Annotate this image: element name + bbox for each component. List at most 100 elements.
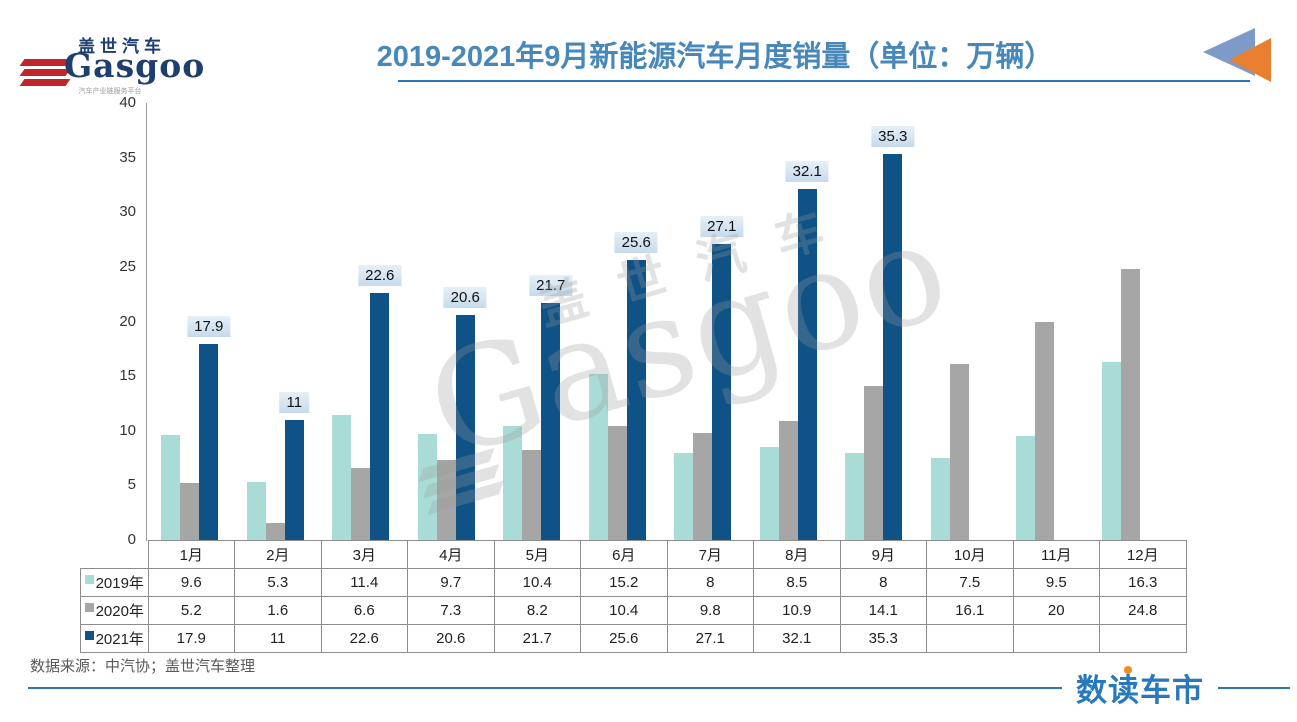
table-row: 2020年 5.2 1.6 6.6 7.3 8.2 10.4 9.8 10.9 14.1 16.1 2… — [80, 596, 1187, 625]
month-header-cell: 11月 — [1012, 540, 1100, 569]
page-title: 2019-2021年9月新能源汽车月度销量（单位：万辆） — [376, 41, 1054, 73]
table-corner-cell — [80, 540, 149, 569]
y-tick-label: 30 — [119, 203, 136, 221]
data-label: 27.1 — [700, 215, 744, 237]
brand-badge: 数读车市 — [1062, 663, 1218, 712]
y-tick-label: 15 — [119, 367, 136, 385]
value-cell: 1.6 — [234, 596, 322, 625]
bar-2020年-7月 — [693, 432, 713, 540]
y-tick-label: 10 — [119, 421, 136, 439]
y-tick-label: 25 — [119, 257, 136, 275]
month-header-cell: 8月 — [753, 540, 841, 569]
value-cell — [1099, 624, 1187, 653]
value-cell: 11 — [234, 624, 322, 653]
month-header-cell: 3月 — [320, 540, 408, 569]
y-tick-label: 0 — [127, 531, 136, 548]
value-cell: 8.5 — [753, 568, 841, 597]
value-cell: 7.3 — [407, 596, 495, 625]
logo-tagline: 汽车产业链服务平台 — [78, 88, 142, 95]
month-header-cell: 1月 — [147, 540, 235, 569]
data-table: 1月 2月 3月 4月 5月 6月 7月 8月 9月 10月 11月 12月 2019年 9.6 5.3 11… — [80, 540, 1187, 653]
plot-area: 17.9 11 22.6 20.6 21.7 25.6 27.1 32.1 35.3 — [147, 103, 1173, 540]
y-tick-label: 40 — [119, 94, 136, 111]
value-cell: 10.9 — [753, 596, 841, 625]
month-header-cell: 4月 — [407, 540, 495, 569]
value-cell: 5.3 — [234, 568, 322, 597]
data-label: 11 — [279, 391, 310, 413]
bar-2019年-3月 — [332, 415, 352, 540]
bar-2020年-6月 — [607, 426, 627, 540]
y-tick-label: 20 — [119, 312, 136, 330]
value-cell: 10.4 — [580, 596, 668, 625]
double-left-triangles-icon — [1203, 26, 1273, 84]
value-cell: 11.4 — [320, 568, 408, 597]
bar-2019年-10月 — [930, 458, 950, 540]
bar-2021年-7月 — [712, 243, 732, 540]
footer-rule — [28, 687, 1290, 689]
value-cell: 20.6 — [407, 624, 495, 653]
month-header-cell: 2月 — [234, 540, 322, 569]
data-label: 32.1 — [785, 161, 829, 183]
value-cell: 32.1 — [753, 624, 841, 653]
value-cell: 25.6 — [580, 624, 668, 653]
bar-2019年-5月 — [503, 426, 523, 540]
bar-2019年-6月 — [588, 373, 608, 540]
month-header-cell: 12月 — [1099, 540, 1187, 569]
y-axis: 0 5 10 15 20 25 30 35 40 — [90, 94, 136, 548]
orange-triangle-icon — [1229, 38, 1271, 82]
bar-2020年-12月 — [1120, 269, 1140, 540]
legend-swatch-icon — [84, 603, 94, 612]
logo-stripes-icon — [19, 56, 71, 89]
value-cell: 16.1 — [926, 596, 1014, 625]
data-label: 25.6 — [614, 232, 658, 254]
bar-2019年-7月 — [674, 452, 694, 540]
value-cell: 6.6 — [320, 596, 408, 625]
gasgoo-logo: 盖世汽车 Gasgoo 汽车产业链服务平台 — [19, 30, 204, 96]
table-row: 2019年 9.6 5.3 11.4 9.7 10.4 15.2 8 8.5 8 7.5 9.5 16.… — [80, 568, 1187, 597]
month-header-cell: 7月 — [666, 540, 754, 569]
value-cell: 10.4 — [493, 568, 581, 597]
y-axis-line — [146, 103, 147, 541]
month-header-cell: 6月 — [580, 540, 668, 569]
data-label: 21.7 — [529, 274, 573, 296]
brand-text: 数读车市 — [1076, 673, 1204, 708]
bar-2019年-4月 — [417, 434, 437, 540]
legend-swatch-icon — [84, 575, 94, 584]
data-source-note: 数据来源：中汽协；盖世汽车整理 — [30, 658, 256, 675]
bar-2021年-3月 — [370, 293, 390, 540]
bar-2021年-6月 — [626, 260, 646, 540]
value-cell: 9.8 — [666, 596, 754, 625]
value-cell: 9.5 — [1012, 568, 1100, 597]
y-tick-label: 35 — [119, 148, 136, 166]
title-underline — [398, 80, 1250, 82]
data-label: 17.9 — [187, 316, 231, 338]
bar-2019年-12月 — [1101, 361, 1121, 540]
bar-2020年-2月 — [265, 522, 285, 540]
data-label: 35.3 — [871, 126, 915, 148]
legend-swatch-icon — [84, 631, 94, 640]
value-cell: 27.1 — [666, 624, 754, 653]
value-cell — [926, 624, 1014, 653]
value-cell: 16.3 — [1099, 568, 1187, 597]
value-cell: 5.2 — [147, 596, 235, 625]
value-cell: 21.7 — [493, 624, 581, 653]
bar-2020年-9月 — [864, 385, 884, 540]
logo-cn-text: 盖世汽车 — [78, 37, 166, 56]
month-header-cell: 5月 — [493, 540, 581, 569]
month-header-cell: 9月 — [839, 540, 927, 569]
value-cell — [1012, 624, 1100, 653]
data-label: 20.6 — [443, 286, 487, 308]
value-cell: 8.2 — [493, 596, 581, 625]
bar-2021年-9月 — [883, 154, 903, 540]
bar-2019年-1月 — [161, 435, 181, 540]
bar-2021年-8月 — [797, 189, 817, 540]
value-cell: 8 — [666, 568, 754, 597]
bar-2020年-4月 — [436, 460, 456, 540]
value-cell: 35.3 — [839, 624, 927, 653]
bar-2021年-2月 — [284, 419, 304, 540]
value-cell: 22.6 — [320, 624, 408, 653]
data-label: 22.6 — [358, 265, 402, 287]
value-cell: 9.6 — [147, 568, 235, 597]
series-header-cell: 2020年 — [80, 596, 149, 625]
